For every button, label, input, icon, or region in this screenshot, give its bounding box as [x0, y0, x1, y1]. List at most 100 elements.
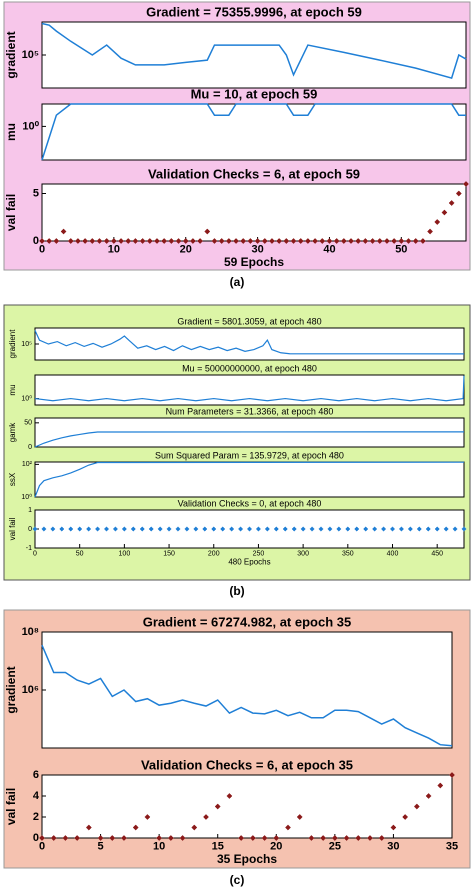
x-tick-label: 50 — [76, 550, 84, 557]
x-tick-label: 15 — [212, 841, 224, 853]
data-point — [407, 526, 413, 532]
panel-label: (b) — [229, 584, 244, 598]
data-point — [118, 238, 125, 244]
data-point — [154, 238, 160, 244]
data-line — [34, 375, 465, 402]
x-tick-label: 400 — [387, 550, 399, 557]
data-point — [261, 238, 268, 244]
y-tick-label: 2 — [33, 811, 39, 823]
y-axis-label: val fail — [4, 788, 18, 825]
x-tick-label: 30 — [387, 841, 399, 853]
axes — [41, 103, 467, 161]
data-point — [405, 238, 412, 244]
axes — [34, 327, 465, 361]
data-point — [362, 238, 369, 244]
data-point — [355, 835, 362, 841]
data-point — [376, 238, 383, 244]
data-point — [425, 526, 431, 532]
x-tick-label: 450 — [431, 550, 443, 557]
x-tick-label: 35 — [446, 841, 458, 853]
data-point — [50, 526, 56, 532]
data-point — [391, 238, 398, 244]
x-tick-label: 25 — [329, 841, 341, 853]
data-point — [255, 526, 261, 532]
data-point — [297, 238, 304, 244]
data-point — [110, 238, 117, 244]
data-point — [246, 526, 253, 532]
y-tick-label: 0 — [33, 832, 39, 844]
x-tick-label: 350 — [342, 550, 354, 557]
data-point — [309, 526, 315, 532]
y-axis-label: gamk — [8, 422, 17, 443]
data-point — [291, 526, 297, 532]
y-tick-label: 4 — [33, 790, 40, 802]
data-point — [412, 238, 419, 244]
y-tick-label: 10⁵ — [21, 341, 32, 348]
data-point — [144, 814, 151, 820]
data-point — [320, 835, 327, 841]
data-point — [197, 238, 204, 244]
axes — [41, 183, 467, 242]
x-tick-label: 5 — [98, 841, 104, 853]
y-tick-label: 10⁶ — [22, 684, 39, 696]
data-point — [203, 814, 209, 820]
y-axis-label: gradient — [8, 329, 17, 359]
x-tick-label: 0 — [39, 244, 45, 256]
subplot-title: Validation Checks = 6, at epoch 59 — [148, 166, 360, 181]
data-point — [249, 835, 256, 841]
data-point — [233, 238, 239, 244]
axes — [41, 631, 453, 749]
data-point — [441, 209, 448, 216]
data-point — [318, 526, 324, 532]
data-point — [109, 835, 116, 841]
data-point — [167, 835, 174, 841]
data-point — [427, 228, 434, 235]
data-point — [132, 824, 139, 831]
data-point — [336, 526, 342, 532]
data-point — [383, 238, 390, 244]
data-line — [34, 461, 465, 498]
data-point — [130, 526, 136, 532]
data-point — [369, 238, 376, 244]
data-point — [381, 526, 387, 532]
data-point — [348, 238, 354, 244]
data-point — [390, 824, 397, 831]
data-point — [182, 238, 189, 244]
data-point — [85, 824, 92, 831]
x-tick-label: 20 — [180, 244, 192, 256]
data-point — [220, 526, 226, 532]
data-point — [39, 835, 45, 841]
data-point — [331, 835, 338, 841]
y-tick-label: 1 — [28, 507, 32, 514]
data-point — [53, 238, 60, 244]
data-point — [146, 238, 153, 244]
data-point — [443, 526, 449, 532]
y-tick-label: 10² — [22, 461, 33, 468]
data-point — [62, 835, 69, 841]
data-point — [355, 238, 362, 244]
data-point — [413, 803, 420, 810]
y-tick-label: 0 — [28, 526, 32, 533]
data-point — [148, 526, 154, 532]
y-axis-label: mu — [8, 384, 17, 395]
data-point — [264, 526, 270, 532]
data-point — [218, 238, 225, 244]
data-point — [103, 526, 110, 532]
data-point — [416, 526, 422, 532]
subplot-title: Gradient = 5801.3059, at epoch 480 — [177, 316, 321, 326]
data-point — [300, 526, 306, 532]
data-point — [60, 228, 67, 235]
data-point — [191, 824, 198, 831]
y-tick-label: 0 — [33, 235, 39, 247]
data-point — [285, 824, 291, 831]
y-axis-label: ssX — [8, 472, 17, 486]
x-tick-label: 300 — [297, 550, 309, 557]
data-point — [240, 238, 247, 244]
data-point — [193, 526, 199, 532]
x-axis-label: 480 Epochs — [228, 558, 270, 567]
x-tick-label: 0 — [39, 841, 45, 853]
subplot-title: Gradient = 75355.9996, at epoch 59 — [146, 4, 362, 19]
axes — [34, 374, 465, 406]
x-tick-label: 10 — [108, 244, 120, 256]
